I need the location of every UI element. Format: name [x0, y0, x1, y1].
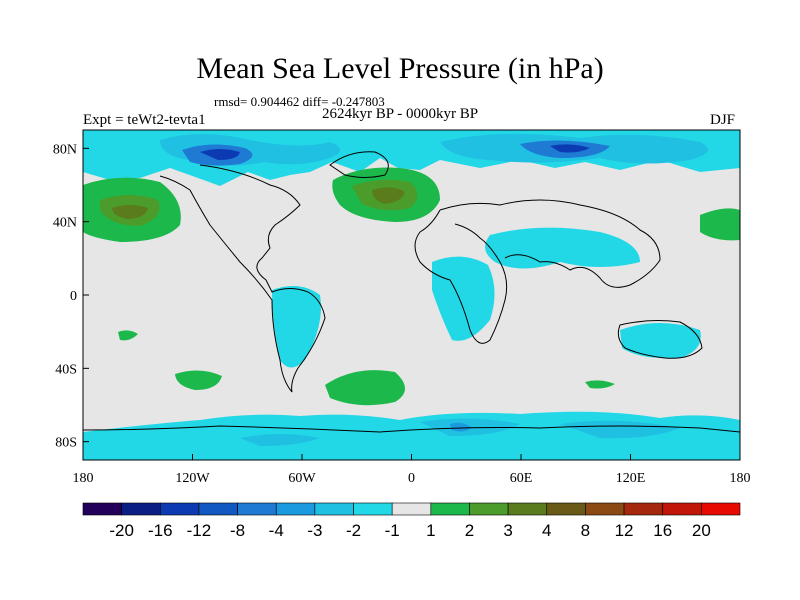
- colorbar-swatch: [585, 502, 625, 516]
- colorbar-label: 1: [426, 521, 435, 540]
- colorbar-swatch: [353, 502, 393, 516]
- colorbar-swatch: [198, 502, 238, 516]
- colorbar-label: -12: [187, 521, 212, 540]
- x-tick-label: 180: [73, 471, 94, 486]
- time-period: 2624kyr BP - 0000kyr BP: [322, 106, 479, 122]
- colorbar-swatch: [507, 502, 548, 516]
- colorbar-label: -2: [346, 521, 361, 540]
- colorbar-label: 20: [692, 521, 711, 540]
- y-axis: 80N 40N 0 40S 80S: [53, 142, 89, 451]
- anomaly-fields: [83, 130, 740, 460]
- colorbar-label: 2: [465, 521, 474, 540]
- colorbar-label: -20: [109, 521, 134, 540]
- colorbar-label: 3: [503, 521, 512, 540]
- colorbar-label: -16: [148, 521, 173, 540]
- season-label: DJF: [710, 112, 736, 128]
- south-atlantic-high-anomaly: [325, 370, 405, 406]
- colorbar-label: 8: [581, 521, 590, 540]
- y-tick-label: 80S: [55, 436, 77, 451]
- colorbar-label: -1: [385, 521, 400, 540]
- south-america-low-anomaly: [272, 286, 321, 368]
- colorbar-swatch: [237, 502, 277, 516]
- indian-ocean-high-anomaly: [585, 380, 615, 389]
- colorbar-swatch: [546, 502, 586, 516]
- australia-low-anomaly: [620, 323, 701, 359]
- colorbar-label: 4: [542, 521, 551, 540]
- x-tick-label: 120E: [616, 471, 646, 486]
- x-axis: 180 120W 60W 0 60E 120E 180: [73, 454, 751, 486]
- x-tick-label: 180: [730, 471, 751, 486]
- experiment-label: Expt = teWt2-tevta1: [83, 112, 206, 128]
- colorbar-swatch: [82, 502, 122, 516]
- colorbar-label: 12: [615, 521, 634, 540]
- antarctic-low-anomaly: [83, 411, 740, 460]
- rmsd-diff-stats: rmsd= 0.904462 diff= -0.247803: [214, 94, 385, 109]
- colorbar-swatch: [623, 502, 664, 516]
- y-tick-label: 0: [70, 289, 77, 304]
- colorbar-swatch: [159, 502, 200, 516]
- arctic-low-anomaly: [83, 130, 740, 186]
- colorbar-label: -3: [307, 521, 322, 540]
- west-pacific-high-anomaly: [700, 208, 740, 241]
- central-pacific-high-anomaly: [118, 330, 138, 341]
- colorbar-swatch: [701, 502, 741, 516]
- x-tick-label: 0: [408, 471, 415, 486]
- colorbar-label: 16: [653, 521, 672, 540]
- colorbar-swatch: [469, 502, 509, 516]
- y-tick-label: 40N: [53, 216, 77, 231]
- x-tick-label: 60E: [510, 471, 533, 486]
- north-atlantic-high-anomaly: [332, 167, 440, 222]
- colorbar-swatch: [275, 502, 316, 516]
- colorbar-label: -4: [269, 521, 284, 540]
- colorbar-swatch: [391, 502, 432, 516]
- colorbar: -20 -16 -12 -8 -4 -3 -2 -1 1 2 3 4 8 12 16 20: [82, 502, 741, 540]
- colorbar-swatch: [121, 502, 161, 516]
- asia-low-anomaly: [485, 227, 640, 269]
- coastlines: [83, 151, 740, 433]
- africa-low-anomaly: [432, 256, 495, 341]
- south-pacific-high-anomaly: [175, 370, 222, 390]
- colorbar-swatch: [662, 502, 702, 516]
- x-tick-label: 120W: [175, 471, 210, 486]
- colorbar-swatch: [314, 502, 354, 516]
- x-tick-label: 60W: [288, 471, 316, 486]
- map-title: Mean Sea Level Pressure (in hPa): [196, 52, 604, 85]
- colorbar-label: -8: [230, 521, 245, 540]
- y-tick-label: 80N: [53, 142, 77, 157]
- colorbar-swatch: [430, 502, 470, 516]
- y-tick-label: 40S: [55, 362, 77, 377]
- north-pacific-high-anomaly: [83, 177, 181, 242]
